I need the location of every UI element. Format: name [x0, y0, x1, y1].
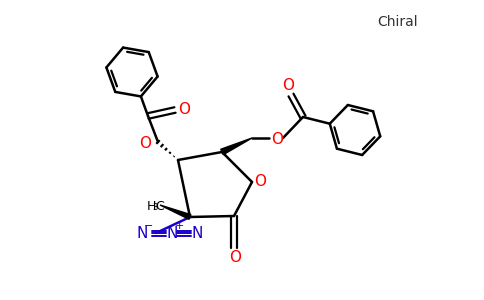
Text: 3: 3	[152, 203, 158, 212]
Text: +: +	[174, 221, 184, 231]
Text: O: O	[282, 79, 294, 94]
Text: C: C	[155, 200, 164, 212]
Text: N: N	[191, 226, 203, 241]
Text: O: O	[139, 136, 151, 151]
Text: −: −	[144, 221, 154, 231]
Text: H: H	[147, 200, 156, 212]
Text: O: O	[271, 131, 283, 146]
Text: O: O	[178, 103, 190, 118]
Text: N: N	[136, 226, 148, 241]
Text: N: N	[166, 226, 178, 241]
Polygon shape	[160, 205, 191, 219]
Text: O: O	[229, 250, 241, 266]
Polygon shape	[221, 138, 252, 155]
Text: O: O	[254, 175, 266, 190]
Text: Chiral: Chiral	[378, 15, 418, 29]
